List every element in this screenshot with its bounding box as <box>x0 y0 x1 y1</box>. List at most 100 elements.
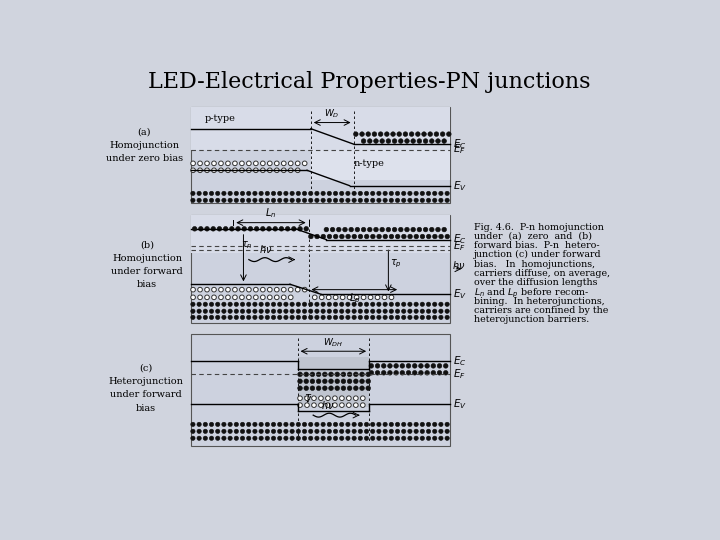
Text: $E_F$: $E_F$ <box>454 143 467 157</box>
Circle shape <box>212 295 216 300</box>
Circle shape <box>429 139 434 143</box>
Circle shape <box>400 363 405 368</box>
Circle shape <box>377 309 381 313</box>
Circle shape <box>282 161 286 166</box>
Circle shape <box>340 234 344 239</box>
Circle shape <box>309 436 313 441</box>
Circle shape <box>233 161 238 166</box>
Circle shape <box>302 429 307 434</box>
Circle shape <box>377 198 381 202</box>
Circle shape <box>210 198 214 202</box>
Circle shape <box>321 429 325 434</box>
Circle shape <box>203 309 207 313</box>
Circle shape <box>282 168 286 173</box>
Circle shape <box>389 429 394 434</box>
Circle shape <box>315 198 319 202</box>
Circle shape <box>295 161 300 166</box>
Circle shape <box>225 168 230 173</box>
Circle shape <box>446 132 451 137</box>
Circle shape <box>346 198 350 202</box>
Circle shape <box>230 226 234 231</box>
Circle shape <box>395 436 400 441</box>
Circle shape <box>203 302 207 306</box>
Circle shape <box>297 403 302 408</box>
Circle shape <box>413 370 417 375</box>
Circle shape <box>192 226 197 231</box>
Circle shape <box>417 139 422 143</box>
Circle shape <box>341 386 346 390</box>
Circle shape <box>302 191 307 195</box>
Circle shape <box>271 436 276 441</box>
Circle shape <box>414 191 418 195</box>
Text: $h\nu$: $h\nu$ <box>452 259 465 271</box>
Circle shape <box>246 295 251 300</box>
Circle shape <box>265 422 269 427</box>
Circle shape <box>316 372 321 377</box>
Circle shape <box>358 429 362 434</box>
Circle shape <box>333 295 338 300</box>
Circle shape <box>437 370 442 375</box>
Circle shape <box>309 429 313 434</box>
Circle shape <box>347 372 352 377</box>
Circle shape <box>361 139 366 143</box>
Circle shape <box>323 372 327 377</box>
Circle shape <box>203 436 207 441</box>
Circle shape <box>436 227 441 232</box>
Circle shape <box>240 161 244 166</box>
Circle shape <box>327 198 331 202</box>
Circle shape <box>366 386 371 390</box>
Circle shape <box>408 302 412 306</box>
Circle shape <box>387 363 392 368</box>
Circle shape <box>323 386 327 390</box>
Circle shape <box>433 422 437 427</box>
Circle shape <box>346 403 351 408</box>
Circle shape <box>389 198 394 202</box>
Circle shape <box>364 302 369 306</box>
Circle shape <box>361 403 365 408</box>
Circle shape <box>371 422 375 427</box>
Circle shape <box>340 436 344 441</box>
Circle shape <box>411 139 415 143</box>
Circle shape <box>438 302 443 306</box>
Circle shape <box>246 161 251 166</box>
Circle shape <box>327 234 332 239</box>
Circle shape <box>325 403 330 408</box>
Circle shape <box>364 309 369 313</box>
Circle shape <box>261 226 265 231</box>
Text: $h\nu$: $h\nu$ <box>259 243 272 255</box>
Circle shape <box>217 226 222 231</box>
Circle shape <box>426 315 431 320</box>
Circle shape <box>210 191 214 195</box>
Circle shape <box>402 234 406 239</box>
Circle shape <box>329 386 333 390</box>
Circle shape <box>219 168 223 173</box>
Circle shape <box>340 191 344 195</box>
Circle shape <box>225 161 230 166</box>
Circle shape <box>222 191 226 195</box>
Circle shape <box>333 403 337 408</box>
Circle shape <box>364 234 369 239</box>
Circle shape <box>408 422 412 427</box>
Circle shape <box>327 422 331 427</box>
Circle shape <box>346 396 351 401</box>
Circle shape <box>246 302 251 306</box>
Circle shape <box>433 302 437 306</box>
Circle shape <box>304 379 309 383</box>
Circle shape <box>352 198 356 202</box>
Circle shape <box>222 315 226 320</box>
Circle shape <box>358 234 363 239</box>
Circle shape <box>305 396 310 401</box>
Circle shape <box>425 370 429 375</box>
Circle shape <box>210 315 214 320</box>
Circle shape <box>279 226 284 231</box>
Circle shape <box>315 315 319 320</box>
Circle shape <box>228 315 233 320</box>
Circle shape <box>290 191 294 195</box>
Bar <box>191 334 451 446</box>
Circle shape <box>271 191 276 195</box>
Circle shape <box>414 198 418 202</box>
Circle shape <box>418 363 423 368</box>
Circle shape <box>358 198 362 202</box>
Bar <box>311 150 451 180</box>
Circle shape <box>315 302 319 306</box>
